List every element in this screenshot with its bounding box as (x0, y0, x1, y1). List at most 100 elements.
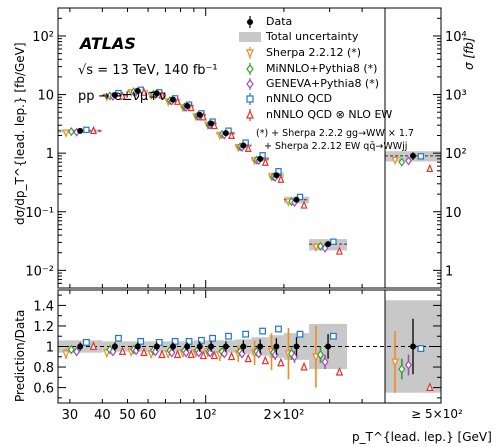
ratio-prediction-marker (287, 348, 296, 359)
ratio-prediction-marker (173, 349, 182, 359)
top-overflow-data-point (410, 152, 416, 159)
ratio-data-point (257, 343, 264, 350)
x-tick-label: 50 (119, 408, 136, 423)
top-prediction-marker (158, 90, 166, 99)
top-y-axis-label: dσ/dp_T^{lead. lep.} [fb/GeV] (13, 42, 27, 225)
top-data-point (134, 88, 141, 95)
top-data-point (208, 120, 215, 127)
top-data-point (184, 102, 191, 109)
top-prediction-marker (312, 243, 320, 252)
ratio-prediction-marker (426, 382, 434, 391)
top-panel-marks (58, 86, 441, 255)
ratio-data-point (273, 343, 280, 350)
ratio-y-tick-label: 1.4 (33, 299, 54, 314)
ratio-prediction-marker (209, 334, 216, 342)
process-label: pp → e±νμ∓ν (78, 89, 166, 104)
legend-symbol-data (247, 19, 253, 25)
ratio-prediction-marker (210, 350, 219, 360)
ratio-prediction-marker (244, 353, 252, 363)
ratio-prediction-marker (137, 337, 145, 345)
ratio-prediction-marker (198, 336, 205, 344)
ratio-prediction-marker (225, 332, 232, 340)
x-tick-label: 10² (195, 408, 217, 423)
top-overflow-prediction (405, 156, 412, 166)
legend-symbols (239, 16, 261, 121)
ratio-data-point (196, 343, 203, 350)
ratio-prediction-marker (220, 348, 228, 359)
top-overflow-prediction (398, 157, 406, 167)
legend-label-total-uncertainty: Total uncertainty (265, 30, 359, 43)
ratio-data-point (153, 343, 160, 350)
ratio-prediction-marker (312, 353, 320, 363)
legend-label-nnnlo-qcd: nNNLO QCD (266, 92, 332, 105)
ratio-prediction-marker (259, 327, 266, 335)
ratio-prediction-marker (296, 330, 304, 338)
ratio-data-point (208, 343, 215, 350)
x-tick-label: 30 (62, 408, 79, 423)
ratio-data-point (111, 343, 118, 350)
x-tick-label: 2×10² (263, 408, 304, 423)
x-tick-label: 60 (140, 408, 157, 423)
top-overflow-prediction (391, 156, 399, 166)
ratio-prediction-marker (316, 349, 325, 360)
tick-marks: 10⁻² 1 10⁻¹ 10 1 10² 10 10³ 10² 10⁴ 0.6 0.8 1 1.2 1.4 3… (25, 7, 467, 423)
top-prediction-marker (228, 130, 236, 139)
legend-symbol-marker (246, 49, 254, 59)
legend-label-geneva: GENEVA+Pythia8 (*) (266, 77, 379, 90)
top-prediction-marker (335, 246, 343, 255)
right-y-tick-label: 10² (445, 147, 467, 162)
top-prediction-marker (300, 200, 308, 209)
ratio-prediction-marker (187, 349, 195, 359)
x-axis-label: p_T^{lead. lep.} [GeV] (352, 430, 492, 444)
top-prediction-marker (62, 129, 70, 138)
top-prediction-marker (187, 102, 195, 112)
ratio-prediction-marker (417, 345, 425, 352)
ratio-prediction-marker (171, 337, 179, 345)
top-prediction-marker (261, 157, 269, 166)
legend-symbol-marker (246, 109, 254, 119)
top-data-point (111, 92, 118, 99)
right-y-axis-label: σ [fb] (462, 37, 476, 70)
top-prediction-marker (118, 91, 126, 100)
ratio-prediction-marker (118, 346, 127, 356)
ratio-prediction-marker (300, 361, 308, 371)
x-overflow-label: ≥ 5×10² (411, 407, 463, 421)
legend-note-1: (*) + Sherpa 2.2.2 gg→WW × 1.7 (256, 128, 414, 139)
ratio-prediction-marker (329, 332, 337, 340)
legend-label-data: Data (266, 15, 292, 28)
ratio-data-point (77, 343, 84, 350)
ratio-prediction-marker (199, 350, 208, 360)
x-tick-label: 40 (94, 408, 111, 423)
ratio-data-point (134, 343, 141, 350)
legend-note-2: + Sherpa 2.2.12 EW qq̄→WWjj (264, 141, 407, 152)
top-data-point (170, 96, 177, 103)
top-data-point (222, 130, 229, 137)
ratio-prediction-marker (89, 341, 98, 350)
top-prediction-marker (296, 193, 304, 201)
top-prediction-marker (244, 143, 252, 152)
ratio-data-point (170, 343, 177, 350)
top-data-point (325, 241, 332, 248)
top-data-point (196, 111, 203, 118)
ratio-data-point (325, 343, 332, 350)
ratio-panel-marks (58, 318, 441, 393)
legend-label-minnlo: MiNNLO+Pythia8 (*) (266, 62, 377, 75)
ratio-prediction-marker (275, 325, 282, 333)
ratio-prediction-marker (398, 364, 406, 374)
top-prediction-marker (140, 87, 148, 96)
top-y-tick-label: 10 (37, 89, 54, 104)
top-overflow-prediction (426, 163, 434, 173)
top-data-point (240, 142, 247, 149)
ratio-y-tick-label: 0.8 (33, 361, 54, 376)
ratio-prediction-marker (182, 347, 190, 358)
top-data-point (273, 172, 280, 179)
top-prediction-marker (67, 127, 75, 137)
legend-symbol-marker (246, 64, 254, 74)
bottom-y-axis-label: Prediction/Data (13, 310, 27, 402)
top-prediction-marker (330, 238, 337, 245)
ratio-prediction-marker (168, 347, 176, 358)
ratio-y-tick-label: 1 (46, 341, 54, 356)
energy-label: √s = 13 TeV, 140 fb⁻¹ (78, 63, 218, 78)
right-y-tick-label: 10⁴ (445, 30, 467, 45)
right-y-tick-label: 1 (445, 264, 453, 279)
